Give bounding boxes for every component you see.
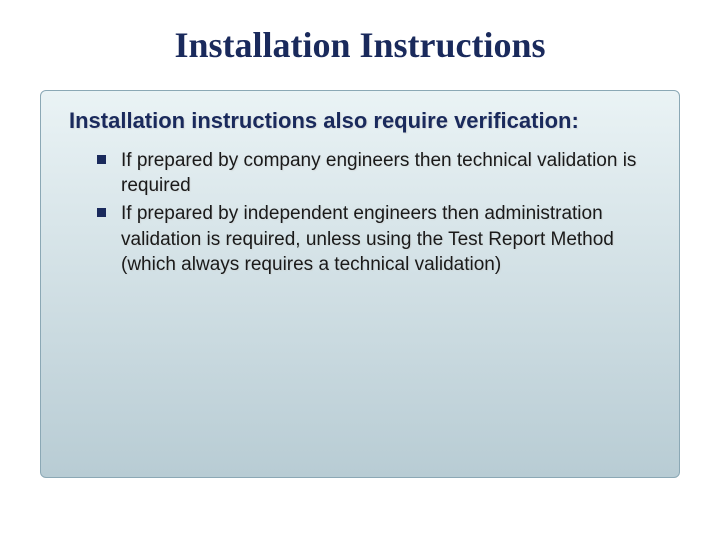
bullet-text: If prepared by independent engineers the… — [121, 203, 614, 275]
content-subtitle: Installation instructions also require v… — [69, 107, 651, 136]
square-bullet-icon — [97, 208, 106, 217]
bullet-text: If prepared by company engineers then te… — [121, 150, 636, 197]
bullet-list: If prepared by company engineers then te… — [69, 148, 651, 278]
list-item: If prepared by independent engineers the… — [97, 201, 651, 278]
list-item: If prepared by company engineers then te… — [97, 148, 651, 199]
content-box: Installation instructions also require v… — [40, 90, 680, 478]
slide-title: Installation Instructions — [40, 24, 680, 66]
square-bullet-icon — [97, 155, 106, 164]
slide-container: Installation Instructions Installation i… — [0, 0, 720, 540]
